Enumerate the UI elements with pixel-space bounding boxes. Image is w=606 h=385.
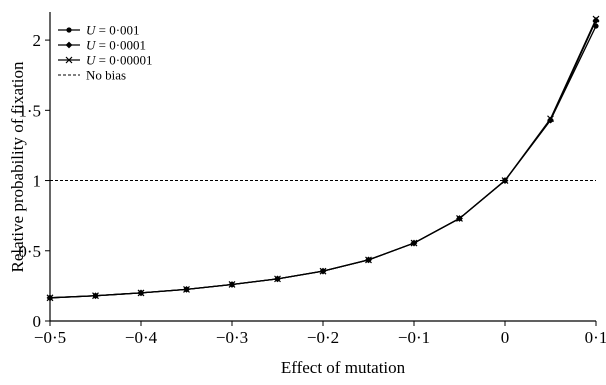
x-tick-label: −0·5 <box>34 328 66 347</box>
data-point <box>410 239 418 247</box>
data-point <box>319 267 327 275</box>
x-tick-label: −0·2 <box>307 328 339 347</box>
x-tick-label: −0·3 <box>216 328 248 347</box>
legend-marker <box>66 27 72 33</box>
legend-label: U = 0·001 <box>86 23 140 38</box>
y-tick-label: 0 <box>33 312 42 331</box>
legend-item: No bias <box>58 68 126 83</box>
data-point <box>501 177 509 184</box>
data-point <box>547 115 554 123</box>
legend-marker <box>65 41 73 49</box>
y-tick-label: 2 <box>33 31 42 50</box>
legend-label: No bias <box>86 68 126 83</box>
legend-item: U = 0·001 <box>58 23 140 38</box>
x-tick-label: 0·1 <box>585 328 606 347</box>
x-tick-label: −0·1 <box>398 328 430 347</box>
legend-item: U = 0·00001 <box>58 53 153 68</box>
data-point <box>92 292 99 300</box>
data-point <box>456 215 463 222</box>
x-tick-label: −0·4 <box>125 328 158 347</box>
data-point <box>592 15 600 23</box>
legend-label: U = 0·0001 <box>86 38 146 53</box>
data-point <box>228 281 236 288</box>
data-point <box>46 294 54 302</box>
legend-marker <box>65 56 73 64</box>
y-tick-label: 0·5 <box>18 242 41 261</box>
x-tick-label: 0 <box>501 328 510 347</box>
data-point <box>137 289 145 297</box>
x-axis-title: Effect of mutation <box>281 358 406 377</box>
legend-label: U = 0·00001 <box>86 53 153 68</box>
legend-item: U = 0·0001 <box>58 38 146 53</box>
data-point <box>274 275 281 283</box>
data-point <box>547 116 554 124</box>
data-point <box>183 285 190 293</box>
y-tick-label: 1·5 <box>18 101 41 120</box>
y-axis-title: Relative probability of fixation <box>8 61 27 273</box>
y-tick-label: 1 <box>33 172 42 191</box>
series-3 <box>46 15 600 302</box>
data-point <box>365 256 372 264</box>
